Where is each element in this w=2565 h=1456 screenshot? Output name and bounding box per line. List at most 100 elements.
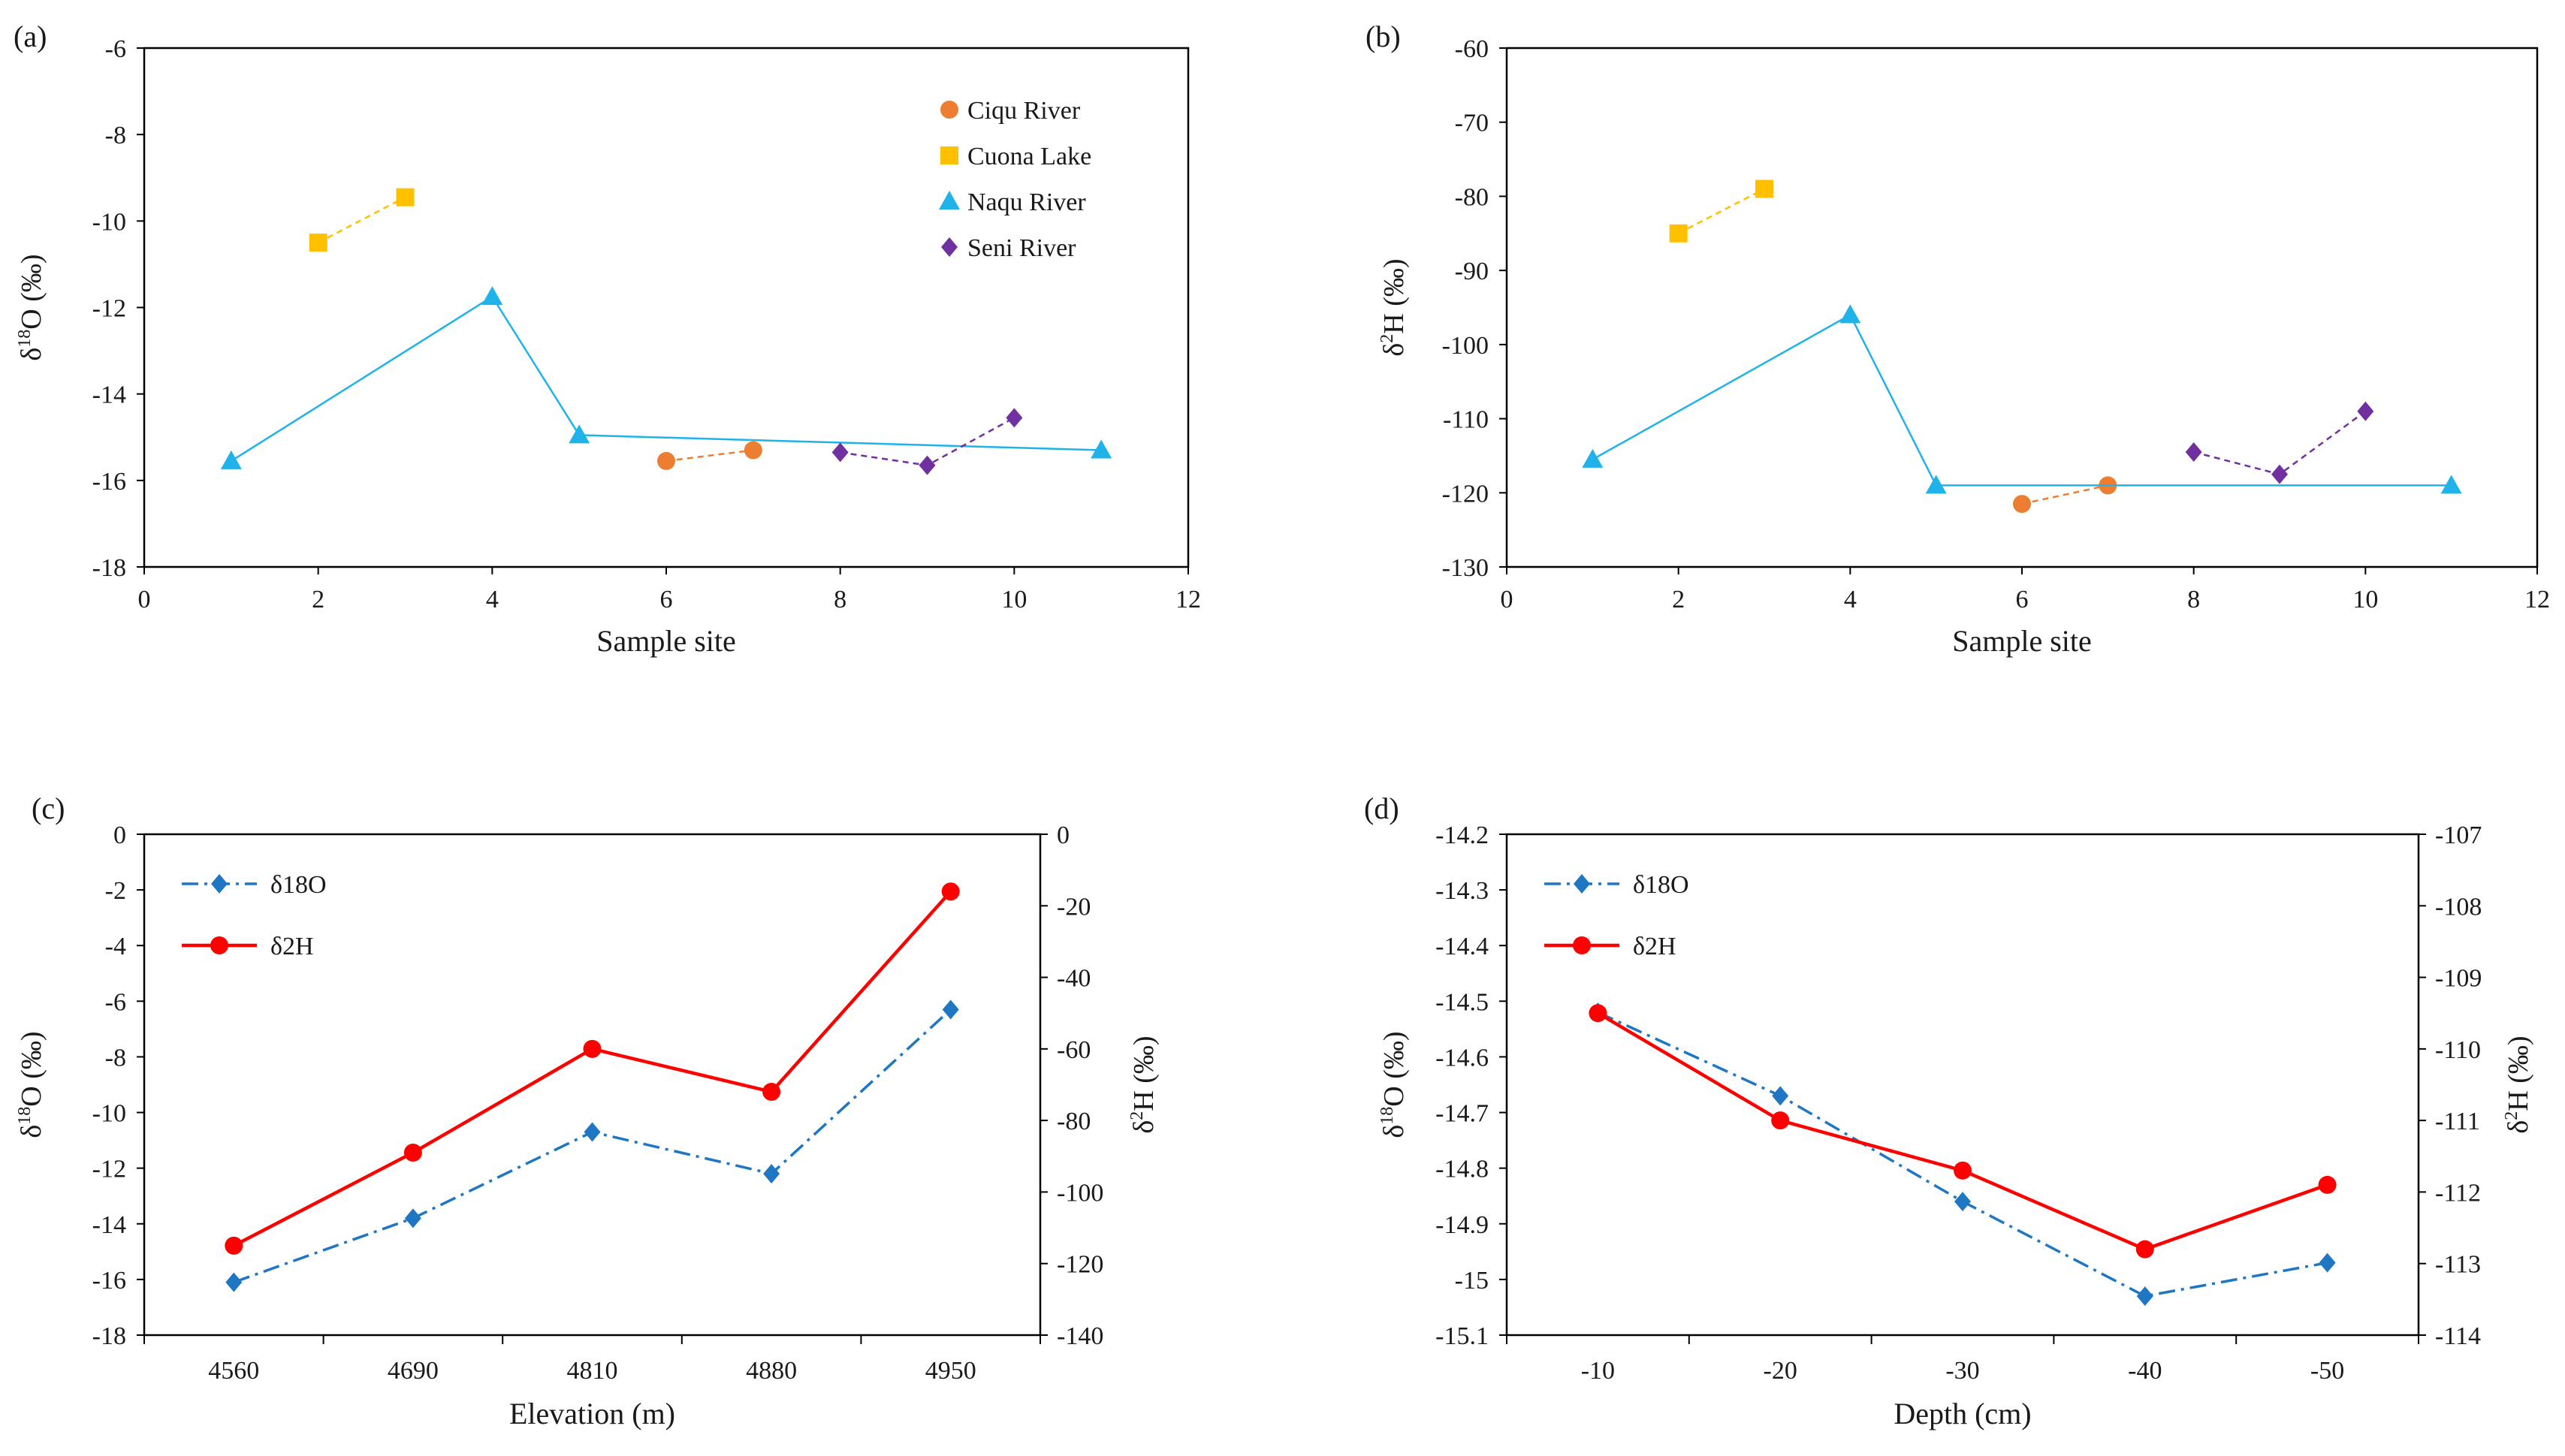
y-tick-label: -16 — [92, 1267, 126, 1295]
y2-tick-label: -120 — [1057, 1251, 1103, 1279]
x-tick-label: 0 — [138, 586, 151, 613]
y2-axis-title-symbol: δ — [1128, 1120, 1160, 1134]
x-tick-label: 4 — [486, 586, 499, 613]
data-point — [2013, 495, 2031, 514]
data-point — [1006, 408, 1023, 428]
y-tick-label: -15.1 — [1435, 1322, 1489, 1350]
panel-label: (c) — [32, 791, 65, 825]
y2-tick-label: -114 — [2435, 1322, 2481, 1350]
x-tick-label: 12 — [1175, 586, 1201, 613]
x-tick-label: 4810 — [567, 1357, 618, 1385]
y-axis-title-rest: O (‰) — [16, 254, 47, 329]
legend-marker — [210, 936, 228, 954]
y2-axis-title-rest: H (‰) — [2503, 1035, 2534, 1111]
y2-tick-label: -109 — [2435, 965, 2482, 993]
data-point — [1582, 448, 1604, 468]
legend-marker — [940, 101, 958, 119]
data-point — [1772, 1086, 1789, 1106]
y-tick-label: -80 — [1455, 183, 1489, 211]
chart-panel-a: (a) -6 -8 -10 -12 -14 -16 -18 0 2 4 6 8 10 12 Sample si… — [14, 20, 1201, 658]
x-tick-label: 8 — [834, 586, 846, 613]
y-tick-label: -14 — [92, 1211, 126, 1239]
y-tick-label: -120 — [1442, 480, 1489, 508]
data-point — [1925, 475, 1947, 494]
y-tick-label: 0 — [113, 821, 126, 849]
y-axis-title: δ18O (‰) — [15, 254, 47, 360]
y-tick-label: -12 — [92, 1156, 126, 1183]
y2-tick-label: -113 — [2435, 1251, 2481, 1279]
data-point — [1755, 179, 1773, 198]
data-point — [220, 450, 242, 469]
y2-tick-label: -111 — [2435, 1108, 2480, 1135]
legend-marker — [941, 237, 958, 257]
y-tick-label: -6 — [105, 35, 126, 63]
data-point — [225, 1272, 243, 1292]
y2-tick-label: -40 — [1057, 965, 1091, 993]
y-tick-label: -16 — [92, 468, 126, 496]
series-line — [1592, 313, 2452, 487]
data-point — [569, 424, 590, 444]
data-point — [763, 1164, 780, 1184]
y-tick-label: -14.8 — [1435, 1156, 1489, 1183]
y2-tick-label: -112 — [2435, 1179, 2481, 1207]
data-point — [762, 1083, 781, 1102]
series-line — [318, 196, 406, 244]
legend-marker — [1573, 936, 1591, 954]
y-axis-title-rest: H (‰) — [1378, 258, 1410, 333]
legend-marker — [211, 874, 228, 894]
y-tick-label: -130 — [1442, 554, 1489, 582]
legend-label: Seni River — [967, 234, 1076, 262]
data-point — [403, 1144, 422, 1162]
plot-frame — [1505, 47, 2539, 568]
y-tick-label: -14.2 — [1435, 821, 1489, 849]
y-axis-title: δ18O (‰) — [15, 1031, 47, 1138]
x-tick-label: 10 — [2352, 586, 2378, 613]
x-tick-label: 6 — [660, 586, 673, 613]
x-tick-label: -40 — [2128, 1357, 2162, 1385]
y2-tick-label: -100 — [1057, 1179, 1103, 1207]
data-point — [942, 999, 959, 1020]
y2-tick-label: -80 — [1057, 1108, 1091, 1135]
y2-tick-label: -110 — [2435, 1036, 2481, 1064]
x-tick-label: 4950 — [925, 1357, 976, 1385]
y2-axis-title-symbol: δ — [2503, 1120, 2534, 1134]
chart-panel-c: (c) 0 -2 -4 -6 -8 -10 -12 -14 -16 -18 0 -20 -40 -60 -80… — [15, 791, 1160, 1430]
y2-tick-label: -107 — [2435, 821, 2482, 849]
data-point — [744, 441, 762, 460]
y-tick-label: -4 — [105, 933, 126, 960]
plot-frame — [143, 833, 1042, 1337]
y-tick-label: -14 — [92, 381, 126, 409]
data-point — [404, 1208, 421, 1228]
data-point — [2136, 1286, 2153, 1307]
data-point — [396, 188, 415, 206]
x-axis-title: Elevation (m) — [509, 1397, 675, 1430]
y-axis-title-sup: 18 — [15, 1107, 35, 1125]
y2-tick-label: -20 — [1057, 893, 1091, 921]
y-tick-label: -14.4 — [1435, 933, 1489, 960]
y-tick-label: -14.5 — [1435, 988, 1489, 1016]
x-tick-label: 4 — [1844, 586, 1857, 613]
panel-label: (d) — [1364, 791, 1399, 825]
data-point — [1669, 224, 1688, 243]
legend-label: δ2H — [270, 933, 314, 960]
x-tick-label: 4690 — [388, 1357, 439, 1385]
data-point — [2271, 464, 2288, 484]
y2-axis-title: δ2H (‰) — [2502, 1035, 2534, 1133]
data-point — [309, 234, 327, 252]
series-line — [1597, 1011, 2328, 1252]
data-point — [1589, 1004, 1607, 1023]
data-point — [2319, 1253, 2336, 1273]
plot-frame — [143, 47, 1190, 568]
x-tick-label: 2 — [1672, 586, 1685, 613]
y-tick-label: -12 — [92, 295, 126, 323]
legend-marker — [940, 146, 958, 164]
y2-axis-title-rest: H (‰) — [1128, 1035, 1160, 1111]
data-point — [2357, 401, 2374, 421]
y-tick-label: -15 — [1455, 1267, 1489, 1295]
chart-panel-d: (d) -14.2 -14.3 -14.4 -14.5 -14.6 -14.7 -14.8 -1… — [1364, 791, 2534, 1430]
y-tick-label: -8 — [105, 1044, 126, 1072]
y-axis-title-sup: 18 — [15, 330, 35, 348]
y-tick-label: -18 — [92, 1322, 126, 1350]
data-point — [2318, 1175, 2337, 1194]
y-axis-title: δ18O (‰) — [1378, 1031, 1410, 1138]
